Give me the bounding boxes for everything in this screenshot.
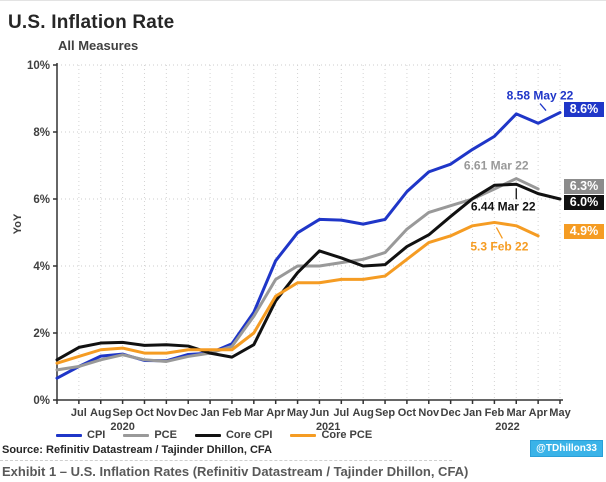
x-tick-label: Jul: [333, 407, 349, 419]
twitter-handle-badge[interactable]: @TDhillon33: [530, 440, 603, 457]
annotation-label: 6.44 Mar 22: [471, 199, 536, 213]
legend-item-core-cpi: Core CPI: [194, 429, 273, 441]
caption-divider: [0, 460, 452, 461]
year-label: 2020: [110, 421, 134, 433]
legend-label: PCE: [154, 429, 177, 441]
x-tick-label: Dec: [178, 407, 198, 419]
x-tick-label: Aug: [352, 407, 373, 419]
y-tick-label: 4%: [33, 261, 50, 273]
legend-label: Core PCE: [321, 429, 373, 441]
chart-legend: CPI PCE Core CPI Core PCE: [56, 429, 372, 441]
end-badge: 6.3%: [564, 179, 604, 194]
x-tick-label: Apr: [529, 407, 549, 419]
annotation-connector: [539, 103, 547, 111]
legend-swatch: [123, 433, 150, 437]
series-line-pce: [55, 177, 540, 372]
x-tick-label: Sep: [113, 407, 133, 419]
legend-item-cpi: CPI: [56, 429, 105, 441]
annotation-label: 6.61 Mar 22: [464, 159, 529, 173]
exhibit-caption: Exhibit 1 – U.S. Inflation Rates (Refini…: [2, 464, 469, 479]
x-tick-label: Jul: [71, 407, 87, 419]
x-tick-label: Aug: [90, 407, 111, 419]
x-tick-label: Jun: [310, 407, 330, 419]
x-tick-label: Oct: [135, 407, 154, 419]
y-tick-label: 0%: [33, 395, 50, 407]
year-label: 2021: [316, 421, 340, 433]
y-tick-label: 6%: [33, 194, 50, 206]
x-tick-label: Mar: [506, 407, 526, 419]
y-tick-label: 8%: [33, 127, 50, 139]
series-line-core-cpi: [55, 182, 562, 362]
x-tick-label: Oct: [398, 407, 417, 419]
x-tick-label: Nov: [418, 407, 440, 419]
annotation-label: 8.58 May 22: [507, 89, 574, 103]
x-tick-label: Jan: [201, 407, 220, 419]
x-tick-label: Feb: [485, 407, 505, 419]
legend-swatch: [56, 433, 82, 437]
year-label: 2022: [495, 421, 519, 433]
inflation-line-chart: 0%2%4%6%8%10%Jul Aug Sep Oct Nov Dec Jan Feb Mar…: [27, 60, 574, 433]
x-tick-label: Sep: [375, 407, 395, 419]
x-tick-label: Feb: [222, 407, 242, 419]
x-tick-label: May: [549, 407, 571, 419]
legend-swatch: [194, 433, 221, 437]
series-line-core-pce: [55, 220, 540, 365]
source-text: Source: Refinitiv Datastream / Tajinder …: [2, 444, 272, 456]
end-badge: 4.9%: [564, 224, 604, 239]
legend-label: CPI: [87, 429, 106, 441]
y-tick-label: 10%: [27, 60, 50, 72]
x-tick-label: Jan: [463, 407, 482, 419]
annotation-label: 5.3 Feb 22: [470, 239, 528, 253]
end-badge: 6.0%: [564, 195, 604, 210]
chart-title: U.S. Inflation Rate: [8, 12, 175, 33]
image-top-edge: [0, 0, 606, 1]
y-tick-label: 2%: [33, 328, 50, 340]
x-tick-label: Nov: [156, 407, 178, 419]
legend-swatch: [290, 433, 317, 437]
x-tick-label: May: [287, 407, 309, 419]
x-tick-label: Apr: [266, 407, 286, 419]
legend-item-pce: PCE: [123, 429, 177, 441]
x-tick-label: Dec: [441, 407, 461, 419]
legend-label: Core CPI: [225, 429, 273, 441]
legend-item-core-pce: Core PCE: [290, 429, 372, 441]
chart-subtitle: All Measures: [58, 38, 139, 53]
x-tick-label: Mar: [244, 407, 264, 419]
end-badge: 8.6%: [564, 102, 604, 117]
annotation-connector: [495, 227, 503, 239]
